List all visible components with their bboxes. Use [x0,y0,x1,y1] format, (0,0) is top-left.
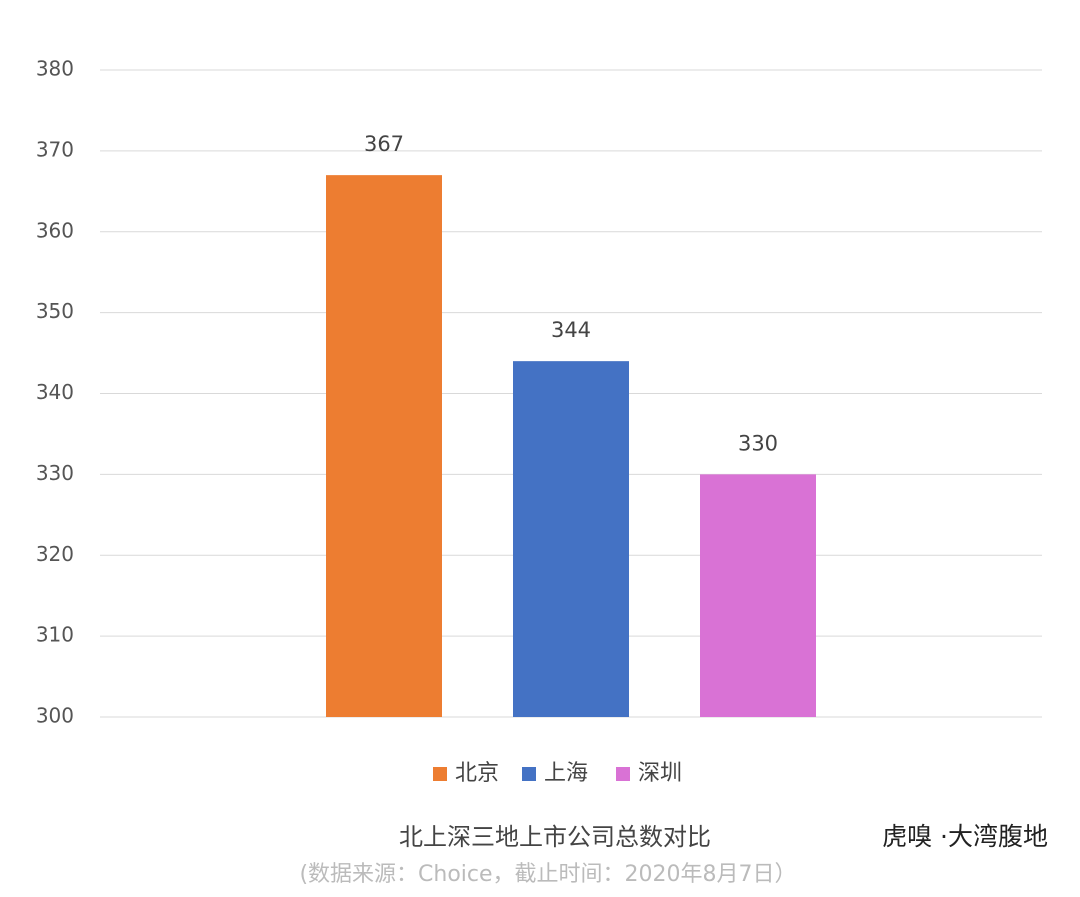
y-tick-label: 350 [36,299,74,323]
y-tick-label: 320 [36,542,74,566]
legend-swatch [522,767,536,781]
legend-label: 北京 [455,761,499,786]
chart-subtitle: (数据来源：Choice，截止时间：2020年8月7日） [299,862,796,887]
y-tick-label: 340 [36,380,74,404]
y-tick-label: 360 [36,218,74,242]
bar [700,474,816,717]
data-label: 367 [364,132,404,156]
bar [326,175,442,717]
y-tick-label: 370 [36,137,74,161]
y-tick-label: 380 [36,57,74,81]
legend-swatch [616,767,630,781]
legend-swatch [433,767,447,781]
data-label: 344 [551,318,591,342]
legend-label: 上海 [544,761,588,786]
legend-label: 深圳 [638,761,682,786]
y-tick-label: 330 [36,461,74,485]
data-label: 330 [738,431,778,455]
chart-title: 北上深三地上市公司总数对比 [399,823,711,851]
watermark: 虎嗅 ·大湾腹地 [882,822,1048,851]
y-tick-label: 310 [36,623,74,647]
bar [513,361,629,717]
y-tick-label: 300 [36,704,74,728]
